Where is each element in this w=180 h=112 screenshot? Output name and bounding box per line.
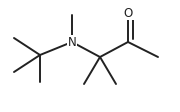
Text: O: O: [123, 6, 133, 19]
Text: N: N: [68, 36, 76, 48]
